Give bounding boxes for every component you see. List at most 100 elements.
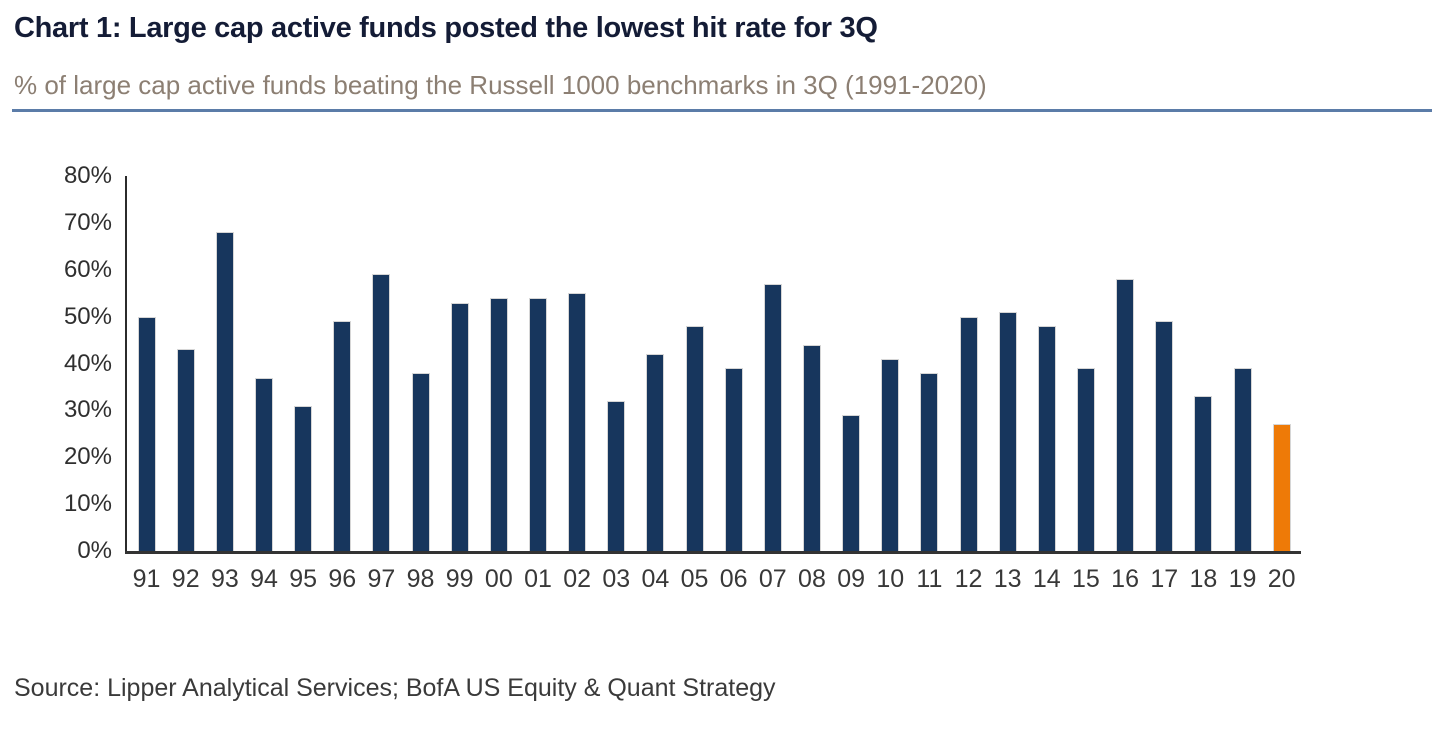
x-axis-tick-label: 04 bbox=[641, 565, 670, 593]
bar-slot bbox=[1184, 176, 1223, 551]
bar-slot bbox=[244, 176, 283, 551]
x-axis-tick-label: 93 bbox=[210, 565, 239, 593]
bar-15 bbox=[1076, 368, 1095, 551]
bar-14 bbox=[1037, 326, 1056, 551]
x-axis-line bbox=[125, 551, 1301, 554]
bar-00 bbox=[489, 297, 508, 551]
bar-19 bbox=[1233, 368, 1252, 551]
bar-slot bbox=[401, 176, 440, 551]
bar-slot bbox=[988, 176, 1027, 551]
bar-slot bbox=[1106, 176, 1145, 551]
x-axis-tick-label: 14 bbox=[1032, 565, 1061, 593]
y-axis-tick-label: 40% bbox=[63, 349, 112, 377]
x-axis-tick-label: 20 bbox=[1267, 565, 1296, 593]
bar-series bbox=[127, 176, 1301, 551]
bar-11 bbox=[920, 372, 939, 551]
bar-04 bbox=[646, 354, 665, 551]
bar-05 bbox=[685, 326, 704, 551]
bar-slot bbox=[323, 176, 362, 551]
bar-95 bbox=[294, 405, 313, 551]
bar-slot bbox=[1145, 176, 1184, 551]
bar-slot bbox=[1066, 176, 1105, 551]
bar-chart-plot-area bbox=[125, 176, 1301, 554]
bar-97 bbox=[372, 274, 391, 551]
x-axis-tick-label: 96 bbox=[328, 565, 357, 593]
bar-slot bbox=[636, 176, 675, 551]
y-axis-tick-label: 0% bbox=[77, 537, 112, 564]
x-axis-tick-label: 06 bbox=[719, 565, 748, 593]
bar-slot bbox=[1223, 176, 1262, 551]
bar-98 bbox=[411, 372, 430, 551]
header-rule bbox=[12, 109, 1432, 112]
bar-slot bbox=[127, 176, 166, 551]
bar-slot bbox=[479, 176, 518, 551]
x-axis-tick-label: 99 bbox=[445, 565, 474, 593]
bar-93 bbox=[215, 232, 234, 551]
x-axis-tick-label: 11 bbox=[916, 565, 943, 593]
bar-slot bbox=[753, 176, 792, 551]
y-axis-tick-label: 50% bbox=[63, 302, 112, 330]
x-axis-tick-label: 15 bbox=[1072, 565, 1100, 593]
bar-slot bbox=[1027, 176, 1066, 551]
bar-20 bbox=[1272, 424, 1291, 551]
x-axis-labels: 91 92 93 94 95 96 97 98 99 00 01 02 03 04 05 06 07 08 09 10… bbox=[127, 565, 1301, 594]
bar-12 bbox=[959, 316, 978, 551]
bar-08 bbox=[802, 344, 821, 551]
bar-slot bbox=[1262, 176, 1301, 551]
x-axis-tick-label: 05 bbox=[680, 565, 709, 593]
bar-10 bbox=[881, 358, 900, 551]
bar-slot bbox=[205, 176, 244, 551]
y-axis-tick-label: 20% bbox=[63, 443, 112, 471]
y-axis-tick-label: 10% bbox=[63, 490, 112, 518]
bar-slot bbox=[518, 176, 557, 551]
x-axis-tick-label: 92 bbox=[171, 565, 200, 593]
bar-01 bbox=[528, 297, 547, 551]
bar-06 bbox=[724, 368, 743, 551]
bar-17 bbox=[1155, 321, 1174, 551]
x-axis-tick-label: 07 bbox=[758, 565, 787, 593]
x-axis-tick-label: 97 bbox=[367, 565, 396, 593]
y-axis-line bbox=[125, 176, 127, 551]
x-axis-tick-label: 08 bbox=[798, 565, 826, 593]
page-subtitle: % of large cap active funds beating the … bbox=[14, 70, 987, 100]
bar-03 bbox=[607, 401, 626, 551]
x-axis-tick-label: 10 bbox=[876, 565, 905, 593]
bar-13 bbox=[998, 311, 1017, 551]
bar-slot bbox=[675, 176, 714, 551]
bar-18 bbox=[1194, 396, 1213, 551]
bar-slot bbox=[910, 176, 949, 551]
bar-slot bbox=[440, 176, 479, 551]
y-axis-labels: 80% 70% 60% 50% 40% 30% 20% 10% 0% bbox=[36, 162, 112, 564]
bar-slot bbox=[284, 176, 323, 551]
x-axis-tick-label: 98 bbox=[406, 565, 435, 593]
x-axis-tick-label: 12 bbox=[954, 565, 983, 593]
bar-slot bbox=[166, 176, 205, 551]
x-axis-tick-label: 91 bbox=[132, 565, 161, 593]
bar-16 bbox=[1116, 279, 1135, 551]
bar-slot bbox=[949, 176, 988, 551]
x-axis-tick-label: 00 bbox=[484, 565, 513, 593]
bar-92 bbox=[176, 349, 195, 551]
x-axis-tick-label: 09 bbox=[837, 565, 865, 593]
y-axis-tick-label: 80% bbox=[63, 162, 112, 189]
bar-slot bbox=[792, 176, 831, 551]
bar-slot bbox=[362, 176, 401, 551]
bar-slot bbox=[597, 176, 636, 551]
x-axis-tick-label: 18 bbox=[1189, 565, 1218, 593]
bar-94 bbox=[254, 377, 273, 551]
source-text: Source: Lipper Analytical Services; BofA… bbox=[14, 674, 776, 702]
x-axis-tick-label: 03 bbox=[602, 565, 631, 593]
bar-91 bbox=[137, 316, 156, 551]
x-axis-tick-label: 95 bbox=[289, 565, 318, 593]
bar-07 bbox=[763, 283, 782, 551]
bar-slot bbox=[832, 176, 871, 551]
y-axis-tick-label: 70% bbox=[63, 208, 112, 236]
bar-slot bbox=[871, 176, 910, 551]
x-axis-tick-label: 02 bbox=[563, 565, 592, 593]
x-axis-tick-label: 16 bbox=[1111, 565, 1139, 593]
x-axis-tick-label: 01 bbox=[524, 565, 552, 593]
bar-96 bbox=[333, 321, 352, 551]
bar-slot bbox=[558, 176, 597, 551]
bar-02 bbox=[568, 293, 587, 551]
